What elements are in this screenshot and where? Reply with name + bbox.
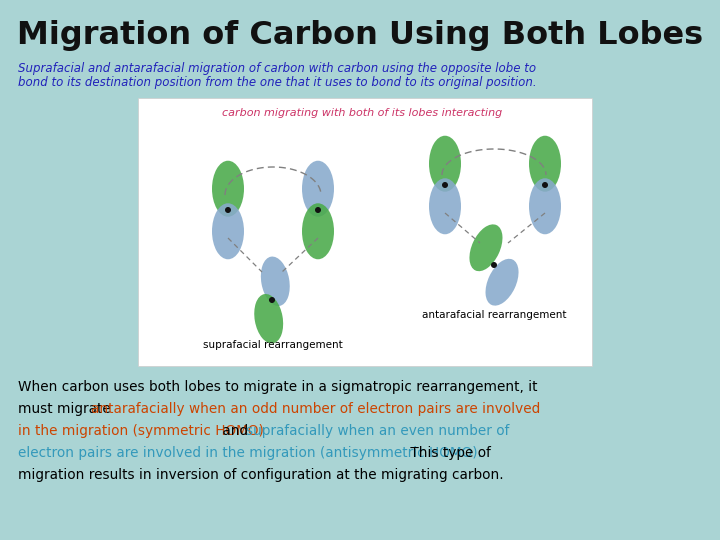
- Text: antarafacially when an odd number of electron pairs are involved: antarafacially when an odd number of ele…: [91, 402, 540, 416]
- Text: suprafacial rearrangement: suprafacial rearrangement: [203, 340, 343, 350]
- Text: Migration of Carbon Using Both Lobes: Migration of Carbon Using Both Lobes: [17, 20, 703, 51]
- Text: suprafacially when an even number of: suprafacially when an even number of: [246, 424, 509, 438]
- Ellipse shape: [302, 161, 334, 217]
- Text: Suprafacial and antarafacial migration of carbon with carbon using the opposite : Suprafacial and antarafacial migration o…: [18, 62, 536, 75]
- Ellipse shape: [542, 182, 548, 188]
- Ellipse shape: [529, 136, 561, 192]
- Text: and: and: [218, 424, 253, 438]
- Text: carbon migrating with both of its lobes interacting: carbon migrating with both of its lobes …: [222, 108, 502, 118]
- Text: When carbon uses both lobes to migrate in a sigmatropic rearrangement, it: When carbon uses both lobes to migrate i…: [18, 380, 538, 394]
- Ellipse shape: [429, 178, 461, 234]
- Text: migration results in inversion of configuration at the migrating carbon.: migration results in inversion of config…: [18, 468, 503, 482]
- Text: electron pairs are involved in the migration (antisymmetric HOMO).: electron pairs are involved in the migra…: [18, 446, 482, 460]
- Ellipse shape: [529, 178, 561, 234]
- Text: in the migration (symmetric HOMO): in the migration (symmetric HOMO): [18, 424, 264, 438]
- Text: bond to its destination position from the one that it uses to bond to its origin: bond to its destination position from th…: [18, 76, 536, 89]
- Ellipse shape: [212, 203, 244, 259]
- Ellipse shape: [315, 207, 321, 213]
- Ellipse shape: [269, 297, 275, 303]
- Text: must migrate: must migrate: [18, 402, 115, 416]
- Bar: [138, 98, 592, 366]
- Ellipse shape: [491, 262, 497, 268]
- Ellipse shape: [212, 161, 244, 217]
- Text: This type of: This type of: [406, 446, 491, 460]
- Ellipse shape: [302, 203, 334, 259]
- Text: antarafacial rearrangement: antarafacial rearrangement: [422, 310, 566, 320]
- Ellipse shape: [442, 182, 448, 188]
- Ellipse shape: [485, 259, 518, 306]
- Ellipse shape: [469, 224, 503, 271]
- Ellipse shape: [254, 294, 283, 343]
- Ellipse shape: [225, 207, 231, 213]
- Ellipse shape: [261, 256, 289, 306]
- Ellipse shape: [429, 136, 461, 192]
